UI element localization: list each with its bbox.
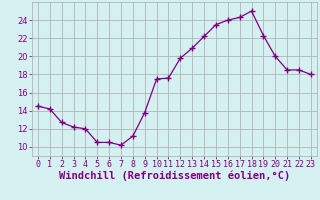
X-axis label: Windchill (Refroidissement éolien,°C): Windchill (Refroidissement éolien,°C)	[59, 171, 290, 181]
